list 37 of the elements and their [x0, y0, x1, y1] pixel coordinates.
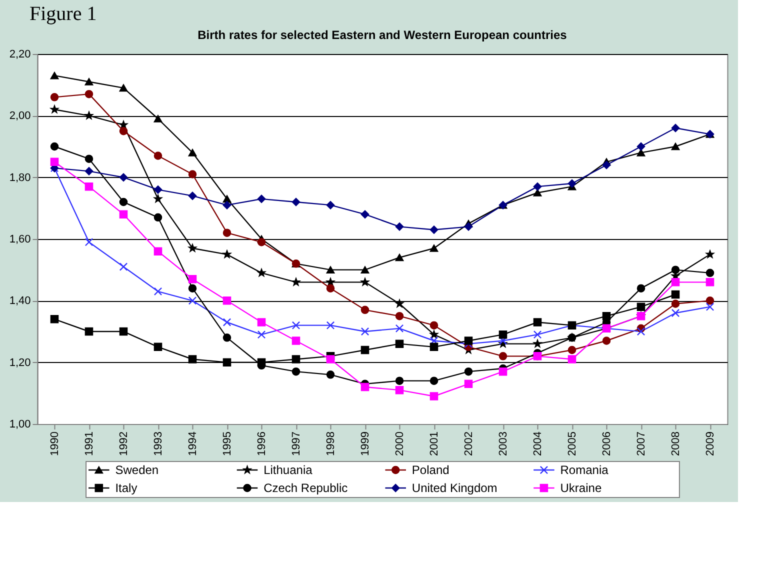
x-tick-label: 2008 — [670, 432, 682, 456]
chart-title: Birth rates for selected Eastern and Western European countries — [198, 28, 568, 42]
x-tick-label: 2005 — [566, 432, 578, 456]
legend-label: Romania — [560, 463, 609, 477]
y-tick-label: 1,60 — [9, 234, 31, 246]
y-tick-label: 1,80 — [9, 172, 31, 184]
legend-label: Czech Republic — [264, 481, 348, 495]
y-tick-label: 1,00 — [9, 418, 31, 430]
x-tick-label: 2009 — [704, 432, 716, 456]
x-tick-label: 2006 — [601, 432, 613, 456]
x-tick-label: 2007 — [636, 432, 648, 456]
y-tick-label: 1,40 — [9, 295, 31, 308]
x-tick-label: 2000 — [394, 432, 406, 456]
legend-label: United Kingdom — [412, 481, 498, 495]
x-tick-label: 1998 — [325, 432, 337, 456]
legend-label: Lithuania — [264, 463, 313, 477]
y-tick-label: 1,20 — [9, 356, 31, 369]
legend-label: Poland — [412, 463, 450, 477]
x-tick-label: 2001 — [428, 432, 440, 456]
x-tick-label: 1997 — [290, 432, 302, 456]
x-tick-label: 1994 — [187, 432, 199, 456]
y-tick-label: 2,20 — [9, 48, 31, 60]
x-tick-label: 1993 — [152, 432, 164, 456]
legend-label: Italy — [115, 481, 138, 495]
legend-label: Ukraine — [560, 481, 602, 495]
x-tick-label: 2004 — [532, 432, 544, 456]
x-tick-label: 1996 — [256, 432, 268, 456]
x-tick-label: 2002 — [463, 432, 475, 456]
x-tick-label: 1991 — [84, 432, 96, 456]
caption: Figure 1 — [30, 3, 97, 25]
x-tick-label: 2003 — [498, 432, 510, 456]
y-tick-label: 2,00 — [9, 110, 31, 122]
x-tick-label: 1995 — [222, 432, 234, 456]
x-tick-label: 1992 — [118, 432, 130, 456]
x-tick-label: 1999 — [360, 432, 372, 456]
legend-label: Sweden — [115, 463, 159, 477]
x-tick-label: 1990 — [49, 432, 61, 456]
